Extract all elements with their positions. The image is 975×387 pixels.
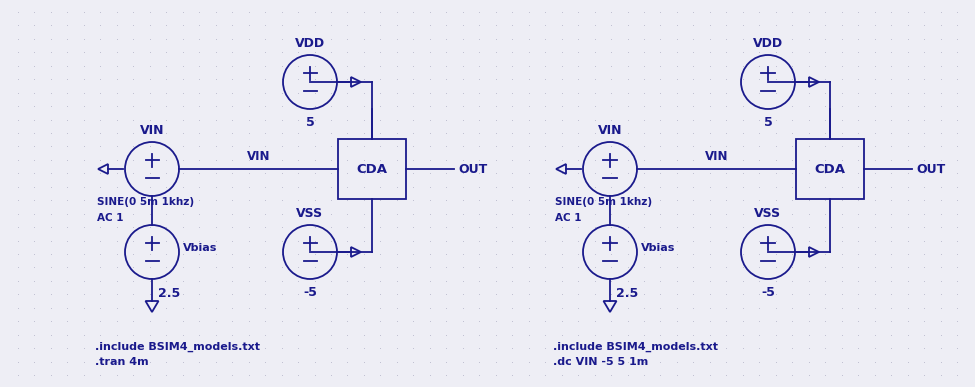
Text: VDD: VDD [753,37,783,50]
Text: 2.5: 2.5 [158,287,180,300]
Text: VSS: VSS [755,207,782,220]
Text: CDA: CDA [357,163,387,175]
Text: -5: -5 [303,286,317,299]
Text: VIN: VIN [705,150,728,163]
Text: 2.5: 2.5 [616,287,639,300]
Text: .tran 4m: .tran 4m [95,357,148,367]
Bar [796,139,864,199]
Text: VIN: VIN [139,124,164,137]
Text: .include BSIM4_models.txt: .include BSIM4_models.txt [553,342,718,352]
Text: VSS: VSS [296,207,324,220]
Text: 5: 5 [763,116,772,129]
Text: VIN: VIN [598,124,622,137]
Text: OUT: OUT [916,163,945,175]
Text: SINE(0 5m 1khz): SINE(0 5m 1khz) [555,197,652,207]
Text: 5: 5 [305,116,314,129]
Text: Vbias: Vbias [641,243,676,253]
Text: AC 1: AC 1 [97,213,124,223]
Text: -5: -5 [761,286,775,299]
Text: OUT: OUT [458,163,488,175]
Text: CDA: CDA [814,163,845,175]
Text: VIN: VIN [247,150,270,163]
Text: VDD: VDD [294,37,325,50]
Text: SINE(0 5m 1khz): SINE(0 5m 1khz) [97,197,194,207]
Text: .include BSIM4_models.txt: .include BSIM4_models.txt [95,342,260,352]
Text: AC 1: AC 1 [555,213,581,223]
Bar [338,139,406,199]
Text: Vbias: Vbias [183,243,217,253]
Text: .dc VIN -5 5 1m: .dc VIN -5 5 1m [553,357,648,367]
